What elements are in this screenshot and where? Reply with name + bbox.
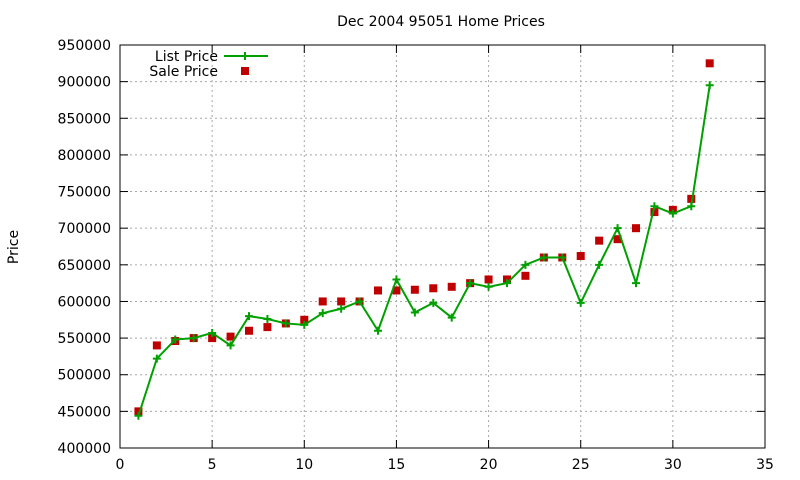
sale-price-point (300, 315, 309, 324)
list-price-point (392, 275, 401, 284)
y-tick-label: 400000 (58, 441, 111, 457)
list-price-point (447, 313, 456, 322)
sale-price-point (595, 236, 604, 245)
list-price-point (484, 282, 493, 291)
list-price-point (595, 260, 604, 269)
sale-price-point (318, 297, 327, 306)
list-price-point (245, 312, 253, 321)
legend-marker-sale-price (241, 67, 249, 75)
list-price-point (171, 335, 180, 344)
x-tick-label: 20 (480, 457, 498, 473)
x-tick-label: 35 (756, 457, 774, 473)
list-price-point (558, 253, 567, 262)
sale-price-point (705, 59, 714, 68)
list-price-point (429, 298, 438, 307)
legend-label-sale-price: Sale Price (149, 64, 218, 80)
list-price-point (668, 209, 677, 218)
list-price-point (687, 202, 696, 211)
y-tick-label: 800000 (58, 148, 111, 164)
sale-price-point (613, 235, 622, 244)
y-tick-label: 500000 (58, 368, 111, 384)
y-tick-label: 900000 (58, 75, 111, 91)
list-price-point (281, 319, 290, 328)
list-price-point (705, 81, 714, 90)
y-tick-label: 650000 (58, 258, 111, 274)
list-price-point (355, 297, 364, 306)
plot-border (119, 44, 766, 449)
y-axis-title: Price (6, 230, 22, 264)
x-tick-label: 30 (664, 457, 682, 473)
sale-price-point (687, 194, 696, 203)
y-tick-label: 600000 (58, 294, 111, 310)
sale-price-point (226, 332, 235, 341)
list-price-point (263, 315, 272, 324)
list-price-point (318, 309, 327, 318)
y-tick-label: 750000 (58, 185, 111, 201)
grid (120, 45, 765, 448)
x-tick-label: 5 (208, 457, 217, 473)
list-price-point (374, 326, 382, 335)
sale-price-point (245, 326, 253, 335)
y-tick-label: 550000 (58, 331, 111, 347)
sale-price-point (263, 323, 272, 332)
sale-price-point (392, 286, 401, 295)
list-price-point (152, 354, 161, 363)
list-price-point (539, 253, 548, 262)
x-tick-label: 10 (295, 457, 313, 473)
axis-ticks (119, 44, 766, 449)
list-price-point (208, 328, 217, 337)
sale-price-point (576, 252, 585, 261)
sale-price-point (208, 334, 217, 343)
list-price-point (576, 298, 585, 307)
series (134, 59, 714, 420)
x-tick-label: 0 (116, 457, 125, 473)
chart-title: Dec 2004 95051 Home Prices (337, 14, 545, 30)
x-tick-label: 15 (388, 457, 406, 473)
list-price-line (137, 85, 711, 417)
list-price-point (503, 279, 511, 288)
list-price-point (410, 308, 419, 317)
sale-price-point (429, 284, 438, 293)
sale-price-point (447, 282, 456, 291)
list-price-point (300, 320, 309, 329)
sale-price-point (484, 275, 493, 284)
sale-price-point (410, 285, 419, 294)
list-price-point (632, 279, 640, 288)
list-price-point (613, 224, 622, 233)
y-tick-label: 700000 (58, 221, 111, 237)
y-tick-label: 450000 (58, 404, 111, 420)
list-price-point (226, 341, 235, 350)
sale-price-point (152, 341, 161, 350)
sale-price-point (632, 224, 640, 233)
sale-price-point (521, 271, 530, 280)
y-tick-label: 950000 (58, 38, 111, 54)
list-price-point (521, 260, 530, 269)
list-price-point (466, 279, 475, 288)
legend-marker-list-price (241, 52, 249, 60)
sale-price-point (337, 297, 346, 306)
list-price-point (650, 202, 659, 211)
list-price-point (189, 334, 198, 343)
tick-labels: 400000 450000 500000 550000 600000 650000 7000… (58, 38, 774, 473)
legend: List Price Sale Price (149, 49, 268, 80)
legend-label-list-price: List Price (155, 49, 218, 65)
sale-price-point (134, 407, 143, 416)
x-tick-label: 25 (572, 457, 590, 473)
sale-price-point (374, 286, 382, 295)
y-tick-label: 850000 (58, 111, 111, 127)
list-price-point (337, 304, 346, 313)
list-price-point (134, 411, 143, 420)
sale-price-point (650, 208, 659, 217)
